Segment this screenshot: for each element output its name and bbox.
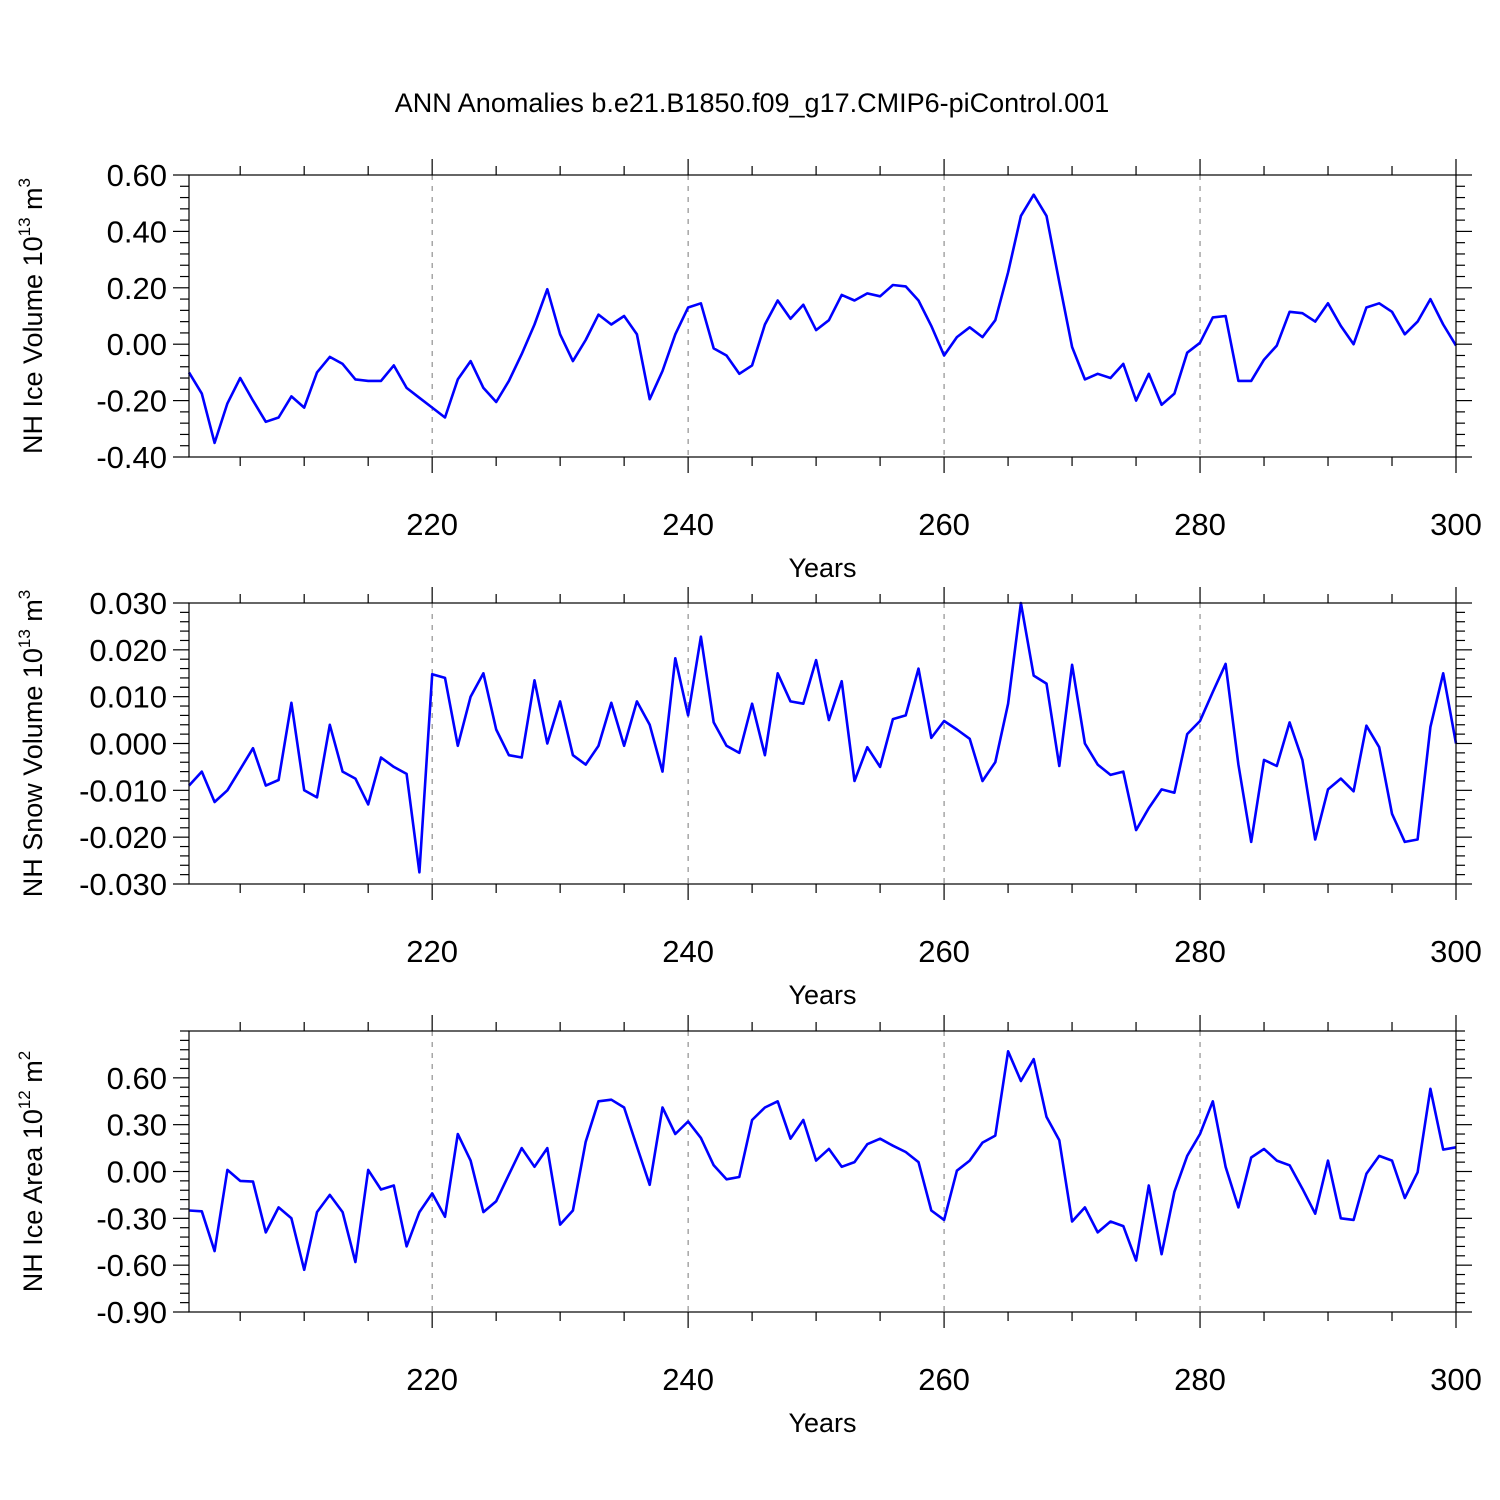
y-axis-title-ylabel-unit-exp: 2 <box>15 1051 34 1060</box>
panels: 220 240 260 280 300 Years -0.40 -0.20 0.00 0.20 0.… <box>15 158 1482 1438</box>
y-axis-title-ylabel-exp: 12 <box>15 1090 34 1109</box>
y-tick-label: 0.20 <box>107 271 167 306</box>
y-tick-label: -0.010 <box>79 773 167 808</box>
y-tick-label: 0.40 <box>107 214 167 249</box>
x-tick-label-220: 220 <box>406 1362 458 1397</box>
x-tick-label-260: 260 <box>918 1362 970 1397</box>
y-tick-label: -0.30 <box>96 1201 167 1236</box>
x-tick-label-280: 280 <box>1174 507 1226 542</box>
x-tick-label-300: 300 <box>1430 507 1482 542</box>
figure-title: ANN Anomalies b.e21.B1850.f09_g17.CMIP6-… <box>395 88 1109 118</box>
series-line <box>188 1050 1457 1272</box>
series-line <box>187 193 1458 445</box>
x-tick-label-240: 240 <box>662 507 714 542</box>
x-tick-label-260: 260 <box>918 934 970 969</box>
x-tick-label-260: 260 <box>918 507 970 542</box>
y-axis-title-ylabel-exp: 13 <box>15 217 34 236</box>
y-tick-label: 0.30 <box>107 1108 167 1143</box>
y-axis-title: NH Snow Volume 1013 m3 <box>15 590 48 898</box>
y-tick-label: -0.020 <box>79 820 167 855</box>
x-tick-label-300: 300 <box>1430 1362 1482 1397</box>
x-axis-title: Years <box>788 553 856 583</box>
y-tick-label: 0.030 <box>89 586 167 621</box>
y-axis-title-ylabel-unit-exp: 3 <box>15 590 34 599</box>
panel-2: 220 240 260 280 300 Years -0.030 -0.020 -0.010 0.… <box>15 586 1482 1010</box>
y-tick-label: 0.00 <box>107 1155 167 1190</box>
y-axis-title-ylabel: NH Ice Volume 10 <box>18 236 48 454</box>
plot-frame <box>188 174 1457 458</box>
y-tick-label: 0.020 <box>89 633 167 668</box>
y-axis-title-ylabel-unit: m <box>18 1060 48 1090</box>
y-axis-title-ylabel: NH Ice Area 10 <box>18 1109 48 1292</box>
panel-1: 220 240 260 280 300 Years -0.40 -0.20 0.00 0.20 0.… <box>15 158 1482 583</box>
y-tick-label: 0.60 <box>107 158 167 193</box>
x-axis-title: Years <box>788 980 856 1010</box>
y-tick-label: -0.20 <box>96 384 167 419</box>
x-tick-label-280: 280 <box>1174 934 1226 969</box>
x-tick-label-280: 280 <box>1174 1362 1226 1397</box>
y-axis-title-ylabel-exp: 13 <box>15 629 34 648</box>
x-tick-label-220: 220 <box>406 507 458 542</box>
x-axis-title: Years <box>788 1408 856 1438</box>
y-axis-title: NH Ice Volume 1013 m3 <box>15 178 48 454</box>
y-tick-label: 0.60 <box>107 1061 167 1096</box>
y-axis-title-ylabel-unit: m <box>18 599 48 629</box>
y-tick-label: -0.030 <box>79 867 167 902</box>
y-axis-title-ylabel-unit-exp: 3 <box>15 178 34 187</box>
panel-3: 220 240 260 280 300 Years -0.90 -0.60 -0.30 0.00 0… <box>15 1015 1482 1438</box>
y-axis-title-ylabel-unit: m <box>18 187 48 217</box>
series-line <box>188 601 1458 874</box>
y-tick-label: 0.000 <box>89 727 167 762</box>
y-tick-label: -0.40 <box>96 440 167 475</box>
x-tick-label-300: 300 <box>1430 934 1482 969</box>
x-tick-label-220: 220 <box>406 934 458 969</box>
y-axis-title: NH Ice Area 1012 m2 <box>15 1051 48 1292</box>
y-tick-label: 0.010 <box>89 680 167 715</box>
y-tick-label: -0.90 <box>96 1295 167 1330</box>
y-axis-title-ylabel: NH Snow Volume 10 <box>18 648 48 897</box>
y-tick-label: -0.60 <box>96 1248 167 1283</box>
x-tick-label-240: 240 <box>662 1362 714 1397</box>
y-tick-label: 0.00 <box>107 327 167 362</box>
x-tick-label-240: 240 <box>662 934 714 969</box>
